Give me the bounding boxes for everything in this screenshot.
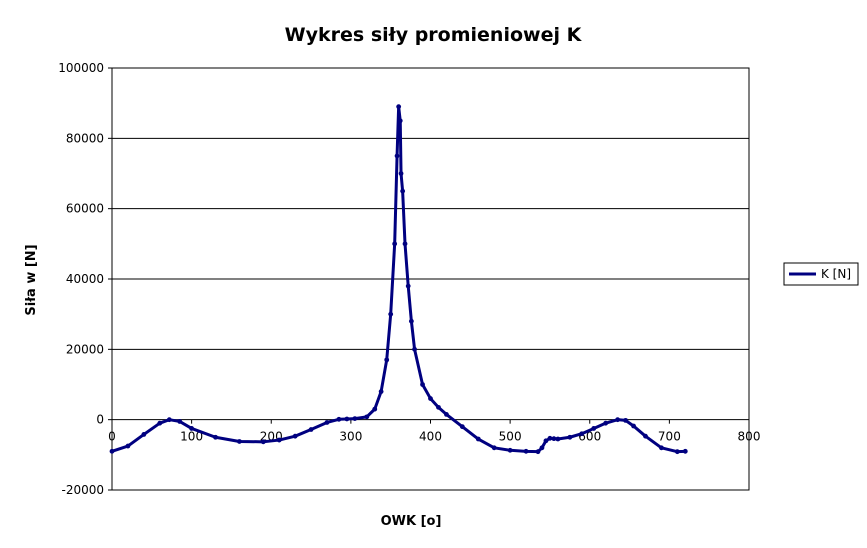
data-point xyxy=(523,448,529,454)
data-point xyxy=(579,431,585,437)
data-point xyxy=(396,104,402,110)
data-point xyxy=(344,416,350,422)
data-point xyxy=(378,389,384,394)
data-point xyxy=(459,424,465,430)
gridlines xyxy=(108,67,749,491)
series-markers xyxy=(109,104,688,455)
y-tick-label: 0 xyxy=(96,413,104,427)
data-point xyxy=(336,416,342,422)
data-point xyxy=(392,241,398,247)
data-point xyxy=(659,445,664,451)
legend-box xyxy=(783,262,859,286)
data-point xyxy=(475,436,481,442)
y-tick-label: 60000 xyxy=(66,202,104,216)
data-point xyxy=(567,434,573,440)
data-point xyxy=(372,406,378,412)
data-point xyxy=(412,346,417,352)
x-axis-label: OWK [o] xyxy=(381,514,442,529)
data-point xyxy=(260,439,266,445)
y-tick-label: 100000 xyxy=(58,61,104,75)
y-tick-label: 20000 xyxy=(66,342,104,356)
data-point xyxy=(125,443,131,449)
data-point xyxy=(539,445,545,451)
data-point xyxy=(615,417,621,423)
data-point xyxy=(364,414,370,420)
x-tick-label: 800 xyxy=(738,430,761,444)
data-point xyxy=(109,448,115,454)
y-tick-label: 80000 xyxy=(66,131,104,145)
data-point xyxy=(397,118,403,124)
data-point xyxy=(141,432,147,437)
data-point xyxy=(623,417,628,423)
data-point xyxy=(324,420,330,425)
data-point xyxy=(177,419,183,424)
data-point xyxy=(444,411,449,417)
y-axis-label: Siła w [N] xyxy=(24,244,39,315)
legend: K [N] xyxy=(783,262,859,286)
y-tick-label: 40000 xyxy=(66,272,104,286)
data-point xyxy=(292,433,298,439)
x-tick-label: 0 xyxy=(108,430,116,444)
data-point xyxy=(555,436,561,442)
data-point xyxy=(535,449,541,455)
data-point xyxy=(394,153,400,159)
series-line-k xyxy=(111,105,686,454)
data-point xyxy=(436,404,441,410)
x-tick-label: 400 xyxy=(419,430,442,444)
data-point xyxy=(213,434,218,440)
data-point xyxy=(308,427,314,432)
x-tick-label: 500 xyxy=(499,430,522,444)
data-point xyxy=(405,283,411,289)
legend-entry-k: K [N] xyxy=(821,267,851,281)
x-tick-label: 100 xyxy=(180,430,203,444)
data-point xyxy=(643,433,648,439)
data-point xyxy=(189,426,195,431)
data-point xyxy=(491,445,497,451)
x-tick-label: 700 xyxy=(658,430,681,444)
data-point xyxy=(237,439,242,444)
data-point xyxy=(157,420,163,426)
data-point xyxy=(166,417,172,423)
data-point xyxy=(543,438,549,444)
data-point xyxy=(631,423,636,429)
data-point xyxy=(591,426,597,431)
data-point xyxy=(428,396,433,401)
data-point xyxy=(603,420,609,426)
data-point xyxy=(682,448,688,454)
plot-area-frame xyxy=(111,67,750,491)
data-point xyxy=(402,241,408,247)
y-tick-labels: -20000 0 20000 40000 60000 80000 100000 xyxy=(58,61,104,497)
y-tick-label: -20000 xyxy=(61,483,104,497)
x-tick-labels: 0 100 200 300 400 500 600 700 800 xyxy=(108,419,761,444)
data-point xyxy=(408,318,414,324)
data-point xyxy=(551,436,557,442)
data-point xyxy=(420,382,425,387)
data-point xyxy=(352,416,358,422)
data-point xyxy=(547,435,553,441)
data-point xyxy=(674,449,680,455)
data-point xyxy=(276,437,282,443)
data-point xyxy=(384,357,390,363)
data-point xyxy=(507,447,513,453)
data-point xyxy=(400,188,406,194)
x-tick-label: 300 xyxy=(339,430,362,444)
data-point xyxy=(388,311,394,317)
chart-title: Wykres siły promieniowej K xyxy=(285,24,583,46)
data-point xyxy=(398,171,404,176)
